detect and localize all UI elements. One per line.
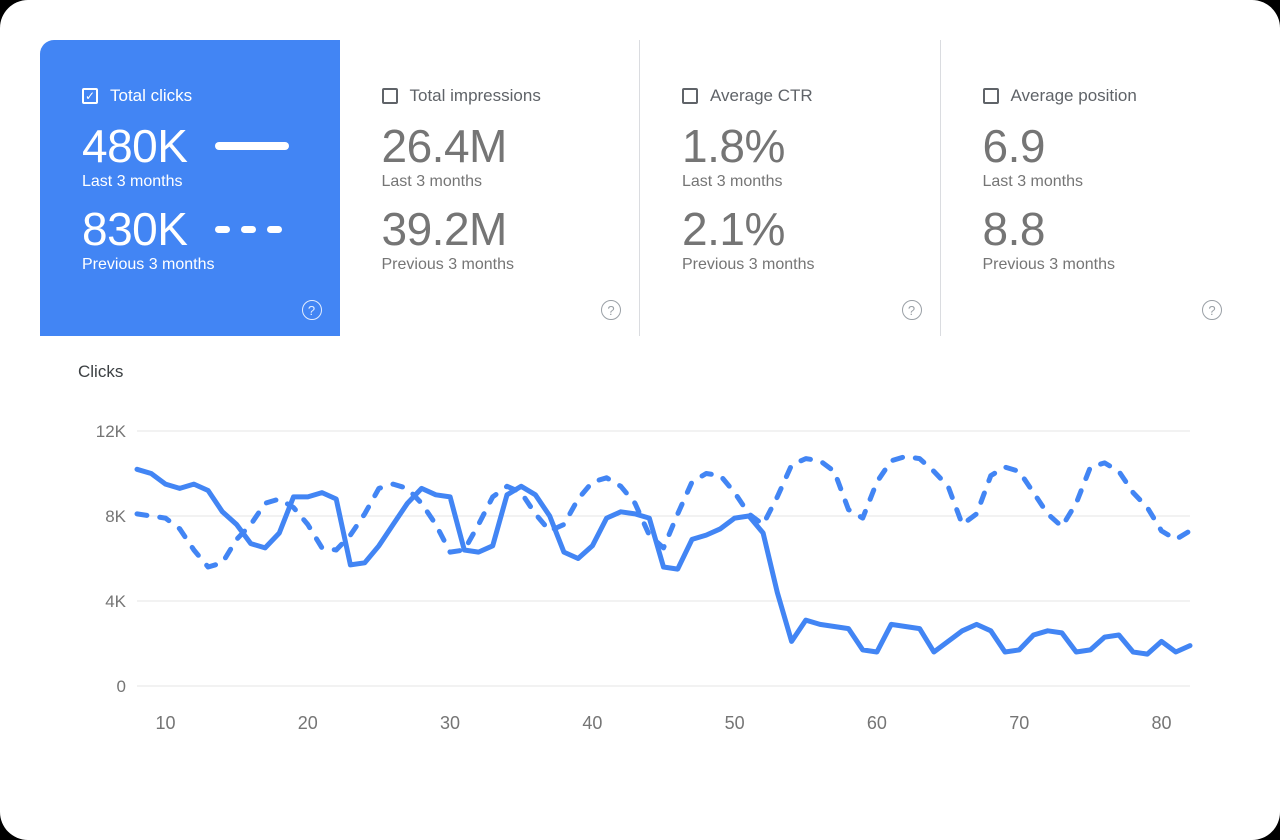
x-axis-tick-label: 20 <box>298 713 318 733</box>
chart-y-axis-title: Clicks <box>78 362 124 381</box>
metric-card-total-clicks[interactable]: ✓ Total clicks 480K Last 3 months 830K P… <box>40 40 340 336</box>
solid-line-legend-icon <box>215 142 290 151</box>
card-header: Total impressions <box>381 86 620 106</box>
current-metric-row: 1.8% <box>682 120 920 173</box>
x-axis-tick-label: 30 <box>440 713 460 733</box>
help-icon[interactable]: ? <box>601 300 621 320</box>
previous-period-label: Previous 3 months <box>82 255 215 273</box>
metric-card-label: Total impressions <box>409 86 541 105</box>
checkmark-icon: ✓ <box>84 89 96 103</box>
chart-series-solid-line <box>134 466 1193 657</box>
x-axis-tick-label: 10 <box>155 713 175 733</box>
y-axis-tick-label: 4K <box>105 592 126 611</box>
help-icon[interactable]: ? <box>301 300 322 320</box>
current-period-label: Last 3 months <box>982 172 1084 190</box>
current-value: 6.9 <box>982 120 1046 172</box>
metric-card-average-position[interactable]: Average position 6.9 Last 3 months 8.8 P… <box>939 40 1240 336</box>
x-axis-tick-label: 70 <box>1009 713 1029 733</box>
x-axis-tick-label: 40 <box>582 713 602 733</box>
current-period-label: Last 3 months <box>82 172 183 190</box>
current-period-label: Last 3 months <box>682 172 783 190</box>
metric-card-total-impressions[interactable]: Total impressions 26.4M Last 3 months 39… <box>339 40 639 336</box>
previous-period-label: Previous 3 months <box>982 255 1116 273</box>
x-axis-tick-label: 80 <box>1152 713 1172 733</box>
previous-metric-row: 2.1% <box>682 203 920 256</box>
metric-card-label: Average position <box>1010 86 1137 105</box>
help-icon[interactable]: ? <box>1202 300 1222 320</box>
metric-card-average-ctr[interactable]: Average CTR 1.8% Last 3 months 2.1% Prev… <box>639 40 940 336</box>
average-ctr-checkbox[interactable] <box>682 88 698 104</box>
y-axis-tick-label: 0 <box>117 677 126 696</box>
total-impressions-checkbox[interactable] <box>381 88 398 104</box>
previous-value: 2.1% <box>682 202 785 255</box>
y-axis-tick-label: 8K <box>105 507 126 526</box>
previous-period-label: Previous 3 months <box>381 255 515 273</box>
current-value: 1.8% <box>682 120 785 172</box>
current-metric-row: 480K <box>82 120 320 173</box>
current-value: 26.4M <box>381 120 508 172</box>
metric-card-label: Total clicks <box>110 86 193 105</box>
current-metric-row: 26.4M <box>382 120 620 173</box>
previous-period-label: Previous 3 months <box>682 255 815 273</box>
previous-metric-row: 830K <box>82 203 320 256</box>
chart-series-dashed-line <box>134 454 1193 570</box>
total-clicks-checkbox[interactable]: ✓ <box>82 88 98 104</box>
previous-value: 39.2M <box>381 202 508 255</box>
x-axis-tick-label: 60 <box>867 713 887 733</box>
previous-value: 8.8 <box>982 202 1046 255</box>
clicks-chart-section: Clicks 0 4K 8K 12K 10 20 30 40 50 60 70 80 <box>0 336 1280 741</box>
dashed-line-legend-icon <box>215 225 283 233</box>
card-header: Average position <box>982 86 1221 106</box>
current-value: 480K <box>82 120 188 172</box>
y-axis-tick-label: 12K <box>96 422 127 441</box>
previous-value: 830K <box>82 202 188 255</box>
previous-metric-row: 39.2M <box>382 203 620 256</box>
previous-metric-row: 8.8 <box>983 203 1221 256</box>
card-header: ✓ Total clicks <box>82 86 320 106</box>
metric-cards-row: ✓ Total clicks 480K Last 3 months 830K P… <box>40 40 1240 336</box>
metric-card-label: Average CTR <box>710 86 813 105</box>
card-header: Average CTR <box>682 86 920 106</box>
clicks-line-chart: 0 4K 8K 12K 10 20 30 40 50 60 70 80 <box>96 422 1193 733</box>
average-position-checkbox[interactable] <box>982 88 999 104</box>
x-axis-tick-label: 50 <box>725 713 745 733</box>
help-icon[interactable]: ? <box>901 300 922 320</box>
current-metric-row: 6.9 <box>983 120 1221 173</box>
current-period-label: Last 3 months <box>381 172 483 190</box>
